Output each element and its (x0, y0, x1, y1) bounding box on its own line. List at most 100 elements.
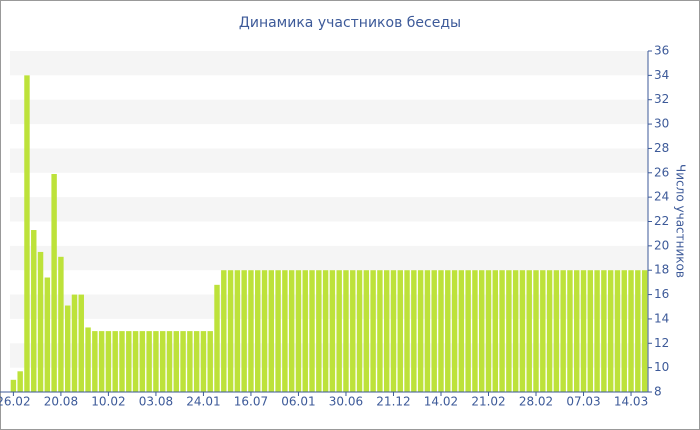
bar (635, 270, 641, 392)
x-tick-label: 14.03 (614, 395, 648, 409)
bar (31, 230, 37, 392)
grid-band (10, 245, 648, 271)
x-tick-label: 16.07 (234, 395, 268, 409)
y-tick-label: 12 (654, 336, 669, 350)
bar (105, 331, 112, 392)
bar (132, 331, 139, 392)
bar (322, 270, 329, 392)
bar (587, 270, 594, 392)
bar (37, 251, 44, 392)
bar (146, 331, 152, 392)
x-tick-label: 21.02 (471, 395, 505, 409)
grid-band (10, 197, 648, 222)
grid-band (10, 51, 648, 76)
bar (499, 270, 505, 392)
bar (234, 270, 241, 392)
bar (417, 270, 424, 392)
bar (10, 379, 17, 392)
bar (261, 270, 268, 392)
bar (288, 270, 295, 392)
bar (492, 270, 499, 392)
bar (526, 270, 532, 392)
x-tick-label: 24.01 (186, 395, 220, 409)
y-tick-label: 16 (654, 287, 669, 301)
bar (546, 270, 553, 392)
y-tick-label: 24 (654, 190, 669, 204)
x-tick-label: 06.01 (281, 395, 315, 409)
bar (64, 305, 71, 392)
bar (275, 270, 281, 392)
bar (607, 270, 614, 392)
y-tick-label: 26 (654, 165, 669, 179)
bar (139, 331, 146, 392)
bar (628, 270, 634, 392)
y-tick-label: 28 (654, 141, 669, 155)
bar (248, 270, 254, 392)
bar (316, 270, 322, 392)
bar (153, 331, 159, 392)
bar (336, 270, 342, 392)
bar (560, 270, 566, 392)
bar (601, 270, 607, 392)
bar (533, 270, 539, 392)
bar (193, 331, 200, 392)
bar (221, 270, 227, 392)
bar (465, 270, 471, 392)
bar (411, 270, 417, 392)
x-tick-label: 20.08 (44, 395, 78, 409)
bar (574, 270, 580, 392)
bar (71, 294, 78, 392)
bar (472, 270, 478, 392)
grid-band (10, 148, 648, 173)
bar (173, 331, 180, 392)
bar (431, 270, 437, 392)
bar (24, 75, 30, 392)
bar (166, 331, 173, 392)
bar (512, 270, 519, 392)
bar (397, 270, 403, 392)
bar (370, 270, 376, 392)
bar (85, 327, 91, 392)
x-tick-label: 10.02 (91, 395, 125, 409)
y-tick-label: 36 (654, 44, 669, 58)
bar (51, 174, 57, 392)
y-tick-label: 22 (654, 214, 669, 228)
x-tick-label: 28.02 (519, 395, 553, 409)
y-tick-label: 10 (654, 360, 669, 374)
bar (621, 270, 627, 392)
y-tick-label: 18 (654, 263, 669, 277)
bar (424, 270, 431, 392)
y-tick-label: 20 (654, 238, 669, 252)
x-tick-label: 03.08 (139, 395, 173, 409)
bar (295, 270, 302, 392)
bar (241, 270, 247, 392)
x-tick-label: 21.12 (376, 395, 410, 409)
y-tick-label: 30 (654, 117, 669, 131)
bar (641, 270, 648, 392)
bar (268, 270, 275, 392)
bar (377, 270, 383, 392)
bar (255, 270, 261, 392)
bar (187, 331, 193, 392)
x-tick-label: 26.02 (0, 395, 31, 409)
bar (506, 270, 512, 392)
bar (17, 371, 23, 392)
bar (363, 270, 370, 392)
bar (119, 331, 125, 392)
bar (207, 331, 213, 392)
bar (180, 331, 186, 392)
bar (458, 270, 465, 392)
y-tick-label: 32 (654, 92, 669, 106)
bar (485, 270, 492, 392)
bar (445, 270, 451, 392)
bar (98, 331, 105, 392)
bar (356, 270, 363, 392)
bar (390, 270, 397, 392)
bar (309, 270, 315, 392)
bar (594, 270, 600, 392)
bar (567, 270, 573, 392)
grid-band (10, 99, 648, 125)
x-tick-label: 30.06 (329, 395, 363, 409)
bar (404, 270, 410, 392)
